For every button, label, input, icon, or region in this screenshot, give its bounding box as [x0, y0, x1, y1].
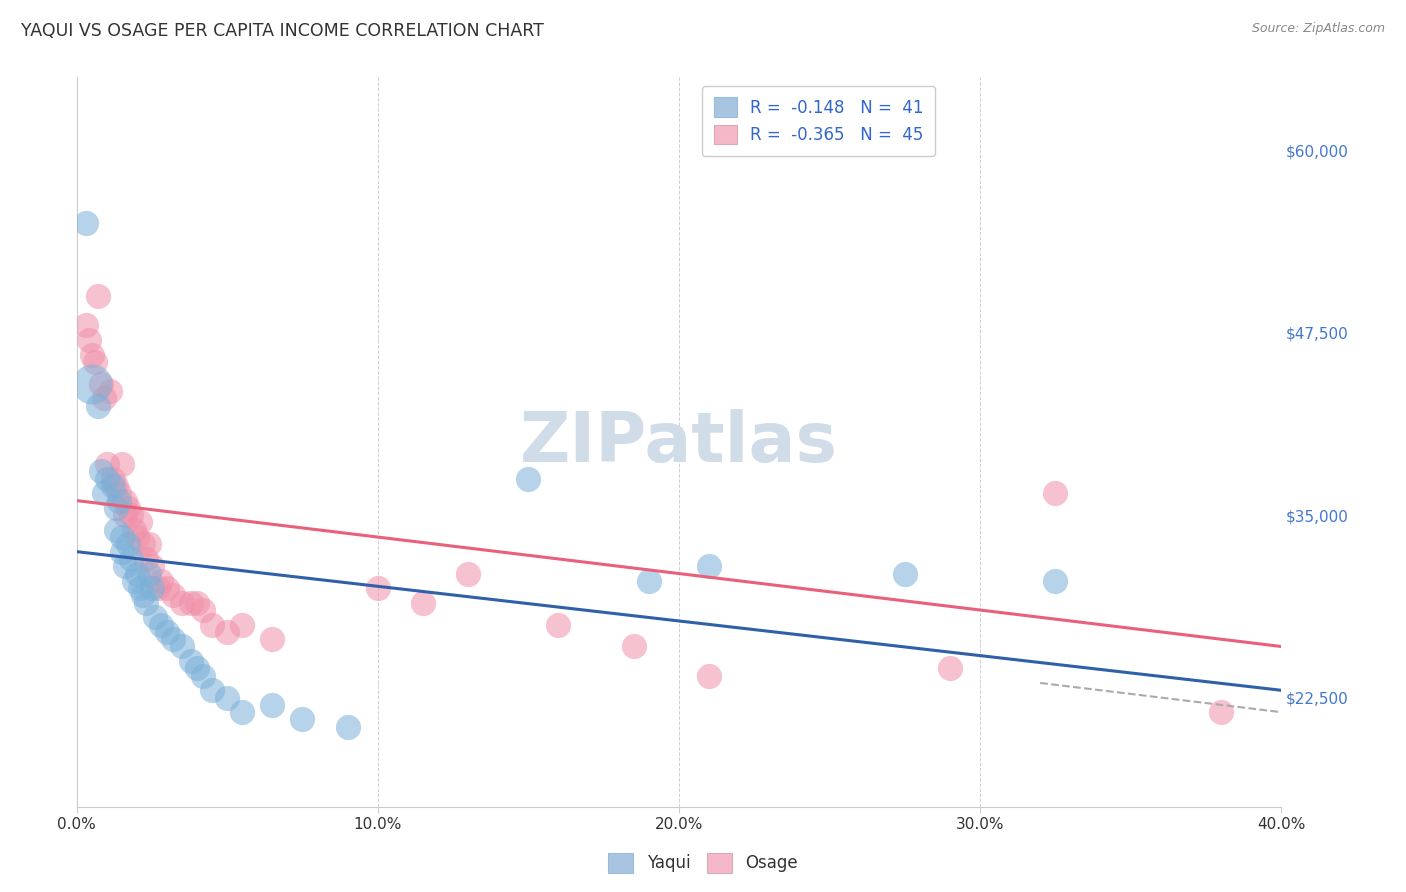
Point	[111, 530, 134, 544]
Point	[93, 486, 115, 500]
Point	[93, 392, 115, 406]
Text: ZIPatlas: ZIPatlas	[520, 409, 838, 475]
Point	[101, 472, 124, 486]
Point	[1209, 705, 1232, 719]
Point	[156, 581, 179, 595]
Point	[135, 596, 157, 610]
Point	[132, 589, 155, 603]
Point	[547, 617, 569, 632]
Point	[120, 552, 142, 566]
Point	[697, 559, 720, 574]
Point	[186, 596, 208, 610]
Point	[180, 596, 202, 610]
Point	[149, 574, 172, 588]
Point	[114, 493, 136, 508]
Point	[149, 617, 172, 632]
Point	[114, 559, 136, 574]
Point	[120, 508, 142, 523]
Point	[291, 713, 314, 727]
Point	[170, 596, 193, 610]
Point	[143, 610, 166, 624]
Point	[138, 537, 160, 551]
Point	[697, 668, 720, 682]
Point	[80, 376, 103, 391]
Point	[1045, 574, 1067, 588]
Point	[122, 574, 145, 588]
Point	[125, 530, 148, 544]
Point	[122, 523, 145, 537]
Point	[107, 486, 129, 500]
Point	[117, 500, 139, 515]
Point	[262, 632, 284, 647]
Point	[104, 500, 127, 515]
Point	[96, 472, 118, 486]
Point	[191, 668, 214, 682]
Point	[939, 661, 962, 675]
Point	[231, 705, 253, 719]
Point	[201, 683, 224, 698]
Legend: R =  -0.148   N =  41, R =  -0.365   N =  45: R = -0.148 N = 41, R = -0.365 N = 45	[702, 86, 935, 156]
Point	[90, 376, 112, 391]
Point	[86, 289, 108, 303]
Point	[141, 581, 163, 595]
Point	[75, 318, 97, 333]
Point	[156, 624, 179, 639]
Point	[111, 457, 134, 471]
Point	[104, 479, 127, 493]
Point	[104, 523, 127, 537]
Point	[191, 603, 214, 617]
Point	[893, 566, 915, 581]
Point	[1045, 486, 1067, 500]
Point	[336, 720, 359, 734]
Point	[180, 654, 202, 668]
Legend: Yaqui, Osage: Yaqui, Osage	[602, 847, 804, 880]
Point	[90, 464, 112, 478]
Point	[117, 537, 139, 551]
Point	[457, 566, 479, 581]
Point	[114, 508, 136, 523]
Point	[111, 544, 134, 558]
Point	[107, 493, 129, 508]
Point	[125, 566, 148, 581]
Point	[83, 355, 105, 369]
Point	[75, 216, 97, 230]
Point	[77, 333, 100, 347]
Point	[162, 589, 184, 603]
Point	[412, 596, 434, 610]
Point	[367, 581, 389, 595]
Point	[128, 581, 150, 595]
Point	[231, 617, 253, 632]
Point	[128, 516, 150, 530]
Point	[132, 537, 155, 551]
Point	[101, 479, 124, 493]
Point	[141, 559, 163, 574]
Point	[262, 698, 284, 712]
Point	[217, 690, 239, 705]
Point	[138, 566, 160, 581]
Text: Source: ZipAtlas.com: Source: ZipAtlas.com	[1251, 22, 1385, 36]
Point	[98, 384, 121, 399]
Point	[637, 574, 659, 588]
Point	[170, 640, 193, 654]
Point	[623, 640, 645, 654]
Point	[217, 624, 239, 639]
Point	[162, 632, 184, 647]
Point	[186, 661, 208, 675]
Text: YAQUI VS OSAGE PER CAPITA INCOME CORRELATION CHART: YAQUI VS OSAGE PER CAPITA INCOME CORRELA…	[21, 22, 544, 40]
Point	[201, 617, 224, 632]
Point	[80, 348, 103, 362]
Point	[135, 552, 157, 566]
Point	[96, 457, 118, 471]
Point	[146, 581, 169, 595]
Point	[86, 399, 108, 413]
Point	[517, 472, 540, 486]
